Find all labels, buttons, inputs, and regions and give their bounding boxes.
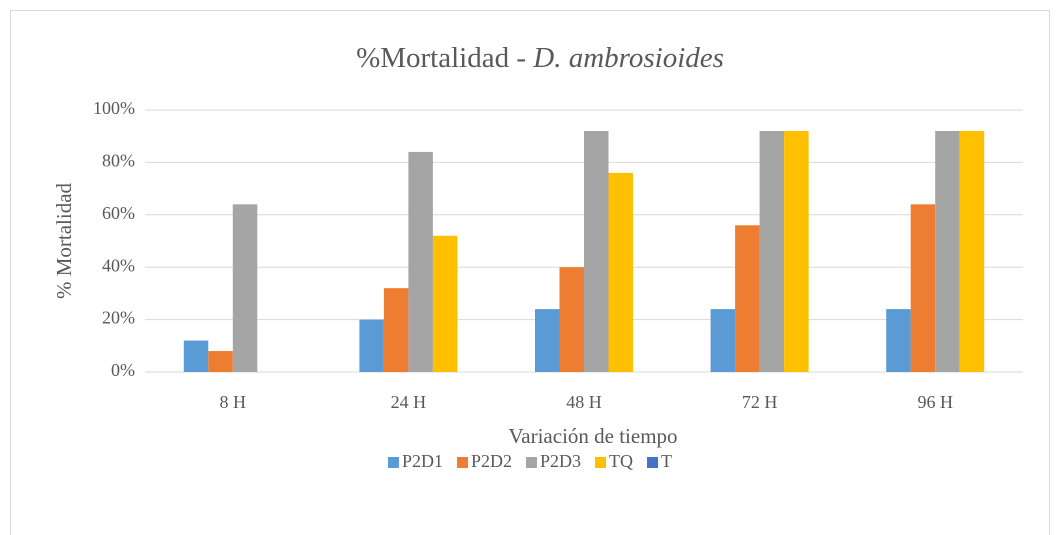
bar <box>710 309 736 372</box>
bar <box>910 204 936 372</box>
bar <box>735 225 760 372</box>
chart-frame <box>10 10 1050 535</box>
legend-swatch <box>595 457 607 468</box>
bar <box>608 172 633 372</box>
x-tick-label: 72 H <box>742 392 778 412</box>
legend-swatch <box>526 457 538 468</box>
y-tick-label: 60% <box>102 203 135 223</box>
legend-label: P2D1 <box>402 451 443 471</box>
bar <box>935 130 960 372</box>
x-tick-label: 8 H <box>220 392 247 412</box>
legend-label: T <box>661 451 672 471</box>
legend-swatch <box>647 457 659 468</box>
x-tick-label: 96 H <box>917 392 953 412</box>
y-axis-label: % Mortalidad <box>52 182 76 299</box>
y-tick-label: 40% <box>102 255 135 275</box>
x-axis-label: Variación de tiempo <box>508 424 677 448</box>
bar <box>959 130 985 372</box>
y-tick-label: 100% <box>93 98 135 118</box>
bar <box>383 288 409 372</box>
y-tick-label: 20% <box>102 308 135 328</box>
bar <box>408 151 433 372</box>
y-tick-label: 80% <box>102 151 135 171</box>
bar <box>559 267 584 372</box>
bar <box>784 130 809 372</box>
bar <box>759 130 785 372</box>
legend-label: P2D2 <box>471 451 512 471</box>
bar <box>886 309 911 372</box>
bar <box>359 319 384 372</box>
chart-title: %Mortalidad - D. ambrosioides <box>356 42 724 74</box>
bar <box>183 340 209 372</box>
legend-label: TQ <box>609 451 633 471</box>
bar <box>535 309 560 372</box>
title-species: D. ambrosioides <box>532 42 724 74</box>
legend-label: P2D3 <box>540 451 581 471</box>
bar <box>432 235 458 372</box>
x-tick-label: 24 H <box>391 392 427 412</box>
y-tick-label: 0% <box>111 360 135 380</box>
x-tick-label: 48 H <box>566 392 602 412</box>
bar <box>584 130 609 372</box>
legend-swatch <box>456 457 468 468</box>
title-main: %Mortalidad - <box>356 42 533 74</box>
bar <box>232 204 258 372</box>
legend-swatch <box>387 457 399 468</box>
bar <box>208 351 233 372</box>
